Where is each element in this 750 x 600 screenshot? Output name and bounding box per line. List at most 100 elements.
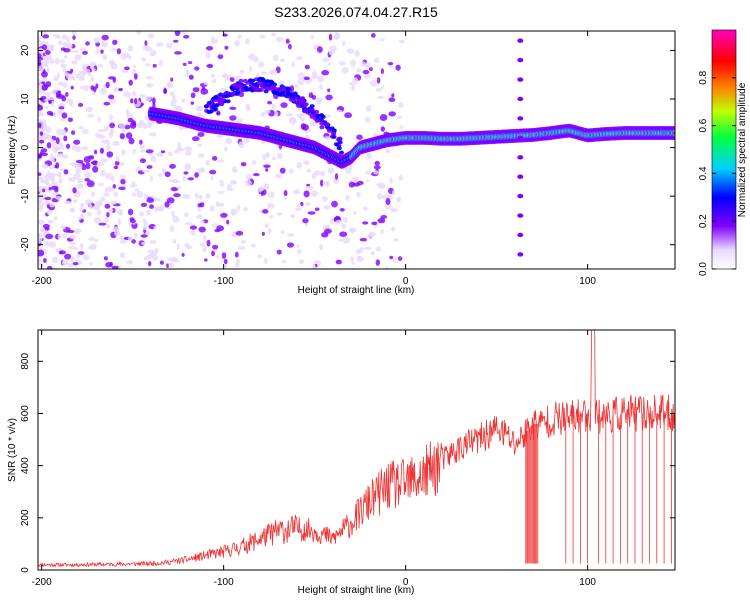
noise-cell (385, 148, 391, 154)
noise-cell (44, 227, 50, 231)
noise-cell (88, 204, 93, 210)
noise-cell (375, 246, 382, 252)
noise-cell (305, 168, 312, 173)
noise-cell (194, 66, 200, 71)
noise-cell (232, 166, 238, 172)
noise-cell (195, 214, 204, 219)
noise-cell (223, 146, 228, 152)
noise-cell (158, 59, 163, 67)
noise-cell (215, 254, 220, 259)
noise-cell (38, 104, 43, 111)
noise-cell (376, 193, 382, 200)
noise-cell (38, 186, 42, 192)
noise-cell (379, 114, 388, 121)
branch-cell (221, 94, 227, 99)
noise-cell (372, 132, 379, 138)
spectrogram-frame (37, 30, 676, 270)
noise-cell (303, 160, 310, 166)
noise-cell (63, 48, 71, 53)
noise-cell (243, 207, 248, 212)
noise-cell (81, 164, 87, 171)
noise-cell (344, 112, 352, 119)
noise-cell (197, 143, 203, 147)
noise-cell (350, 256, 354, 262)
noise-cell (148, 261, 152, 267)
noise-cell (101, 40, 106, 47)
noise-cell (142, 218, 146, 223)
noise-cell (327, 167, 335, 174)
noise-cell (49, 58, 55, 65)
noise-cell (106, 224, 111, 229)
noise-cell (39, 131, 44, 137)
colorbar-gradient (711, 29, 737, 270)
noise-cell (60, 63, 67, 69)
noise-cell (198, 194, 203, 200)
noise-cell (108, 208, 114, 213)
noise-cell (187, 61, 193, 65)
noise-cell (153, 225, 158, 229)
noise-cell (282, 260, 287, 264)
noise-cell (57, 108, 63, 115)
noise-cell (84, 178, 90, 182)
noise-cell (276, 212, 283, 216)
noise-cell (285, 38, 290, 44)
noise-cell (371, 221, 378, 226)
branch-cell (242, 78, 248, 83)
noise-cell (42, 76, 47, 82)
noise-cell (317, 46, 323, 53)
noise-cell (38, 65, 45, 72)
noise-cell (324, 228, 332, 234)
noise-cell (184, 243, 190, 248)
noise-cell (276, 249, 282, 255)
noise-cell (134, 97, 138, 105)
noise-cell (132, 148, 136, 154)
noise-cell (377, 218, 386, 224)
noise-cell (72, 199, 78, 203)
noise-cell (174, 51, 182, 55)
noise-cell (48, 187, 52, 191)
x-tick-label: 0 (403, 577, 409, 588)
noise-cell (172, 215, 180, 223)
noise-cell (317, 75, 325, 83)
noise-cell (69, 235, 77, 240)
noise-cell (203, 81, 209, 86)
noise-cell (119, 240, 128, 244)
noise-cell (217, 190, 225, 195)
noise-cell (366, 179, 370, 183)
noise-cell (244, 179, 252, 187)
noise-cell (101, 34, 109, 41)
noise-cell (376, 77, 381, 84)
noise-cell (55, 137, 60, 145)
noise-cell (41, 84, 48, 91)
noise-cell (217, 54, 224, 60)
noise-cell (192, 136, 200, 142)
branch-cell (280, 87, 286, 92)
noise-cell (145, 76, 154, 80)
noise-cell (106, 151, 114, 158)
noise-cell (303, 76, 310, 81)
noise-cell (205, 159, 210, 166)
noise-cell (109, 122, 116, 129)
noise-cell (188, 74, 194, 80)
noise-cell (234, 40, 240, 47)
x-tick-label: 0 (403, 276, 409, 287)
noise-cell (173, 193, 181, 198)
noise-cell (368, 232, 376, 237)
branch-cell (288, 97, 294, 102)
noise-cell (309, 120, 317, 127)
noise-cell (302, 124, 309, 131)
noise-cell (187, 177, 195, 181)
noise-cell (392, 189, 396, 196)
noise-cell (38, 249, 45, 257)
noise-cell (129, 183, 137, 188)
noise-cell (364, 61, 372, 69)
noise-cell (223, 258, 228, 265)
noise-cell (140, 149, 146, 153)
noise-cell (238, 246, 246, 250)
noise-cell (356, 191, 361, 198)
noise-cell (229, 77, 235, 82)
noise-cell (66, 36, 70, 43)
noise-cell (103, 192, 110, 197)
noise-cell (67, 263, 74, 268)
